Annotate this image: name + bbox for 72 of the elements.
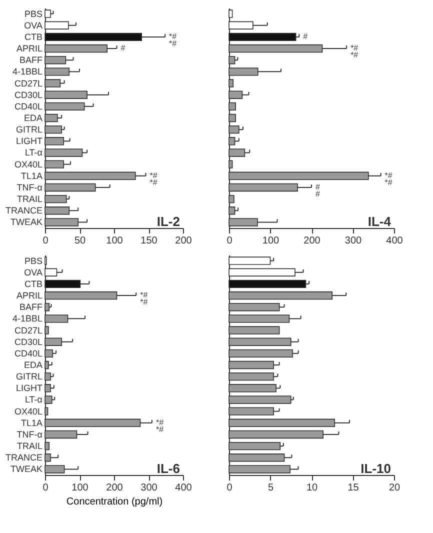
annotation: *# *# [350, 44, 359, 60]
text: IL-4 [368, 214, 392, 230]
x-tick-label: 100 [262, 236, 280, 246]
y-tick-label: GITRL [16, 372, 42, 382]
y-tick-label: TWEAK [10, 217, 42, 228]
x-tick-label: 300 [344, 236, 362, 246]
y-tick-label: CD40L [14, 101, 42, 112]
y-tick-label: OVA [24, 20, 42, 30]
y-tick-label: PBS [24, 8, 42, 19]
y-tick-label: CD27L [14, 325, 42, 336]
x-tick-label: 0 [42, 482, 49, 494]
y-tick-label: APRIL [16, 44, 42, 54]
y-tick-label: CD30L [14, 336, 42, 347]
y-tick-label: CD30L [14, 90, 42, 100]
text: IL-10 [360, 461, 391, 476]
x-tick-label: 150 [140, 236, 158, 246]
x-tick-label: 0 [226, 236, 233, 246]
y-tick-label: CD27L [14, 78, 42, 88]
y-tick-label: CD40L [14, 348, 42, 358]
y-tick-label: TL1A [20, 418, 42, 428]
y-tick-label: OVA [24, 267, 42, 278]
x-tick-label: 200 [175, 236, 192, 246]
y-tick-label: CTB [24, 32, 42, 42]
y-tick-label: APRIL [16, 290, 42, 301]
x-tick-label: 200 [106, 482, 124, 494]
x-tick-label: 100 [72, 482, 89, 494]
y-tick-label: TWEAK [10, 464, 42, 474]
annotation: *# *# [156, 418, 164, 434]
y-tick-label: OX40L [14, 406, 42, 416]
y-tick-label: GITRL [16, 124, 42, 135]
x-tick-label: 0 [226, 482, 233, 494]
annotation: *# *# [140, 290, 148, 307]
y-tick-label: LT-α [24, 148, 42, 158]
y-tick-label: PBS [24, 256, 42, 266]
y-tick-label: 4-1BBL [12, 66, 42, 77]
y-tick-label: BAFF [19, 302, 43, 312]
y-tick-label: TRAIL [16, 194, 42, 204]
y-tick-label: EDA [24, 360, 42, 370]
x-tick-label: 10 [306, 482, 318, 494]
y-tick-label: EDA [24, 113, 42, 123]
y-tick-label: TL1A [20, 170, 42, 181]
y-tick-label: TRANCE [5, 206, 42, 216]
y-tick-label: BAFF [19, 55, 43, 66]
annotation: # [120, 44, 126, 53]
x-axis-title: Concentration (pg/ml) [66, 496, 163, 508]
y-tick-label: OX40L [14, 159, 42, 170]
annotation: *# *# [384, 170, 393, 187]
x-tick-label: 400 [175, 482, 192, 494]
annotation: # # [316, 182, 320, 198]
y-tick-label: LIGHT [16, 136, 43, 146]
y-tick-label: CTB [24, 278, 42, 289]
x-tick-label: 0 [42, 236, 49, 246]
y-tick-label: TRANCE [5, 452, 42, 463]
x-tick-label: 400 [386, 236, 404, 246]
y-tick-label: TNF-α [16, 182, 42, 192]
x-tick-label: 50 [74, 236, 86, 246]
y-tick-label: LIGHT [16, 383, 43, 394]
x-tick-label: 100 [106, 236, 124, 246]
x-tick-label: 300 [140, 482, 158, 494]
x-tick-label: 20 [388, 482, 400, 494]
text: IL-6 [156, 461, 180, 476]
x-tick-label: 15 [348, 482, 360, 494]
annotation: *# *# [169, 32, 178, 48]
text: IL-2 [156, 214, 180, 230]
y-tick-label: LT-α [24, 394, 42, 405]
y-tick-label: TNF-α [16, 429, 42, 440]
y-tick-label: 4-1BBL [12, 314, 42, 324]
x-tick-label: 5 [268, 482, 274, 494]
x-tick-label: 200 [304, 236, 321, 246]
annotation: *# *# [150, 170, 158, 187]
y-tick-label: TRAIL [16, 441, 42, 452]
annotation: # [303, 32, 308, 41]
